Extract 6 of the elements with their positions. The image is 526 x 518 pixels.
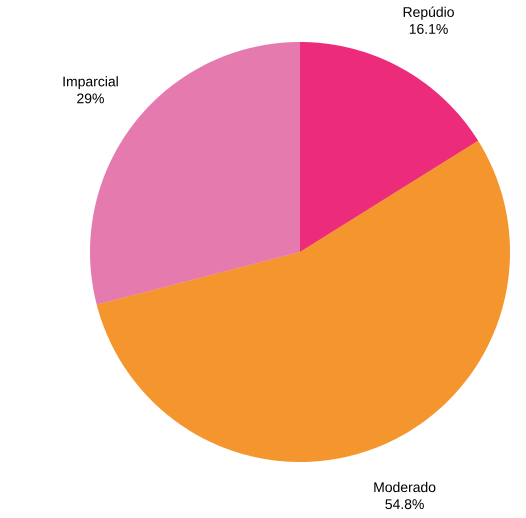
data-label: 16.1%: [410, 24, 448, 34]
slice-label: Imparcial: [63, 76, 118, 90]
data-label: 29%: [77, 93, 104, 104]
data-label: 54.8%: [385, 499, 424, 510]
slice-label: Moderado: [374, 482, 436, 492]
slice-label: Repúdio: [404, 6, 454, 20]
